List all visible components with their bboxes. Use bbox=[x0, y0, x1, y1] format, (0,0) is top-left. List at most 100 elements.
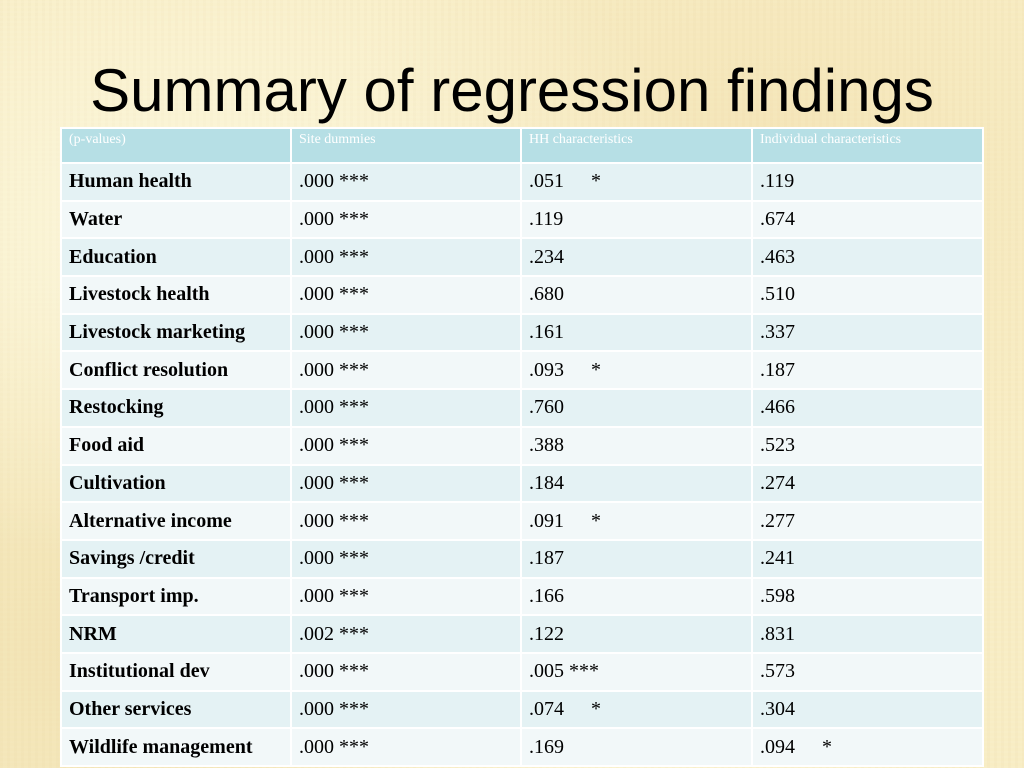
hh-characteristics-significance: * bbox=[591, 697, 601, 720]
individual-characteristics-value: .466 bbox=[760, 396, 795, 419]
individual-characteristics-cell: .304 bbox=[751, 689, 984, 730]
table-row: Cultivation .000 *** .184 .274 bbox=[60, 463, 984, 504]
individual-characteristics-cell: .573 bbox=[751, 651, 984, 692]
site-dummies-cell: .000 *** bbox=[290, 162, 522, 202]
hh-characteristics-significance: * bbox=[591, 170, 601, 193]
site-dummies-cell: .002 *** bbox=[290, 614, 522, 654]
individual-characteristics-cell: .119 bbox=[751, 162, 984, 202]
hh-characteristics-value: .051 bbox=[529, 170, 564, 193]
hh-characteristics-value: .005 *** bbox=[529, 660, 599, 683]
row-label: Alternative income bbox=[60, 501, 292, 541]
individual-characteristics-value: .241 bbox=[760, 547, 795, 570]
individual-characteristics-cell: .466 bbox=[751, 388, 984, 428]
hh-characteristics-value: .161 bbox=[529, 321, 564, 344]
individual-characteristics-cell: .187 bbox=[751, 350, 984, 391]
hh-characteristics-value: .187 bbox=[529, 547, 564, 570]
site-dummies-cell: .000 *** bbox=[290, 576, 522, 617]
row-label: Education bbox=[60, 237, 292, 278]
header-individual-characteristics: Individual characteristics bbox=[751, 127, 984, 164]
header-p-values: (p-values) bbox=[60, 127, 292, 164]
individual-characteristics-cell: .831 bbox=[751, 614, 984, 654]
individual-characteristics-value: .337 bbox=[760, 321, 795, 344]
row-label: Restocking bbox=[60, 388, 292, 428]
row-label: NRM bbox=[60, 614, 292, 654]
table-row: Education .000 *** .234 .463 bbox=[60, 237, 984, 278]
row-label: Cultivation bbox=[60, 463, 292, 504]
site-dummies-cell: .000 *** bbox=[290, 463, 522, 504]
hh-characteristics-value: .388 bbox=[529, 434, 564, 457]
hh-characteristics-cell: .005 *** bbox=[520, 651, 753, 692]
slide-title: Summary of regression findings bbox=[90, 57, 934, 124]
hh-characteristics-value: .680 bbox=[529, 283, 564, 306]
header-hh-characteristics: HH characteristics bbox=[520, 127, 753, 164]
individual-characteristics-cell: .274 bbox=[751, 463, 984, 504]
site-dummies-cell: .000 *** bbox=[290, 538, 522, 579]
hh-characteristics-cell: .680 bbox=[520, 275, 753, 315]
table-row: Water .000 *** .119 .674 bbox=[60, 199, 984, 240]
individual-characteristics-cell: .241 bbox=[751, 538, 984, 579]
row-label: Livestock health bbox=[60, 275, 292, 315]
individual-characteristics-value: .598 bbox=[760, 584, 795, 607]
row-label: Conflict resolution bbox=[60, 350, 292, 391]
site-dummies-cell: .000 *** bbox=[290, 388, 522, 428]
individual-characteristics-cell: .598 bbox=[751, 576, 984, 617]
individual-characteristics-cell: .463 bbox=[751, 237, 984, 278]
individual-characteristics-value: .274 bbox=[760, 471, 795, 494]
individual-characteristics-cell: .277 bbox=[751, 501, 984, 541]
table-row: Restocking .000 *** .760 .466 bbox=[60, 388, 984, 428]
site-dummies-cell: .000 *** bbox=[290, 727, 522, 767]
individual-characteristics-cell: .674 bbox=[751, 199, 984, 240]
table-row: Human health .000 *** .051 * .119 bbox=[60, 162, 984, 202]
hh-characteristics-cell: .074 * bbox=[520, 689, 753, 730]
individual-characteristics-cell: .523 bbox=[751, 425, 984, 466]
table-row: Institutional dev .000 *** .005 *** .573 bbox=[60, 651, 984, 692]
individual-characteristics-value: .573 bbox=[760, 660, 795, 683]
hh-characteristics-cell: .166 bbox=[520, 576, 753, 617]
table-row: Food aid .000 *** .388 .523 bbox=[60, 425, 984, 466]
individual-characteristics-value: .277 bbox=[760, 509, 795, 532]
row-label: Food aid bbox=[60, 425, 292, 466]
site-dummies-cell: .000 *** bbox=[290, 501, 522, 541]
hh-characteristics-cell: .187 bbox=[520, 538, 753, 579]
individual-characteristics-value: .304 bbox=[760, 697, 795, 720]
hh-characteristics-cell: .161 bbox=[520, 312, 753, 353]
hh-characteristics-cell: .091 * bbox=[520, 501, 753, 541]
hh-characteristics-cell: .760 bbox=[520, 388, 753, 428]
hh-characteristics-value: .074 bbox=[529, 697, 564, 720]
hh-characteristics-cell: .234 bbox=[520, 237, 753, 278]
individual-characteristics-value: .187 bbox=[760, 358, 795, 381]
table-row: NRM .002 *** .122 .831 bbox=[60, 614, 984, 654]
table-header: (p-values) Site dummies HH characteristi… bbox=[60, 127, 984, 164]
hh-characteristics-value: .091 bbox=[529, 509, 564, 532]
table-row: Livestock marketing .000 *** .161 .337 bbox=[60, 312, 984, 353]
table-body: Human health .000 *** .051 * .119 Water .000 *… bbox=[60, 162, 984, 767]
site-dummies-cell: .000 *** bbox=[290, 425, 522, 466]
row-label: Institutional dev bbox=[60, 651, 292, 692]
individual-characteristics-value: .094 bbox=[760, 735, 795, 758]
site-dummies-cell: .000 *** bbox=[290, 689, 522, 730]
row-label: Other services bbox=[60, 689, 292, 730]
hh-characteristics-value: .234 bbox=[529, 245, 564, 268]
table-row: Alternative income .000 *** .091 * .277 bbox=[60, 501, 984, 541]
site-dummies-cell: .000 *** bbox=[290, 237, 522, 278]
hh-characteristics-value: .166 bbox=[529, 584, 564, 607]
site-dummies-cell: .000 *** bbox=[290, 199, 522, 240]
row-label: Savings /credit bbox=[60, 538, 292, 579]
individual-characteristics-value: .510 bbox=[760, 283, 795, 306]
row-label: Livestock marketing bbox=[60, 312, 292, 353]
hh-characteristics-cell: .119 bbox=[520, 199, 753, 240]
site-dummies-cell: .000 *** bbox=[290, 350, 522, 391]
hh-characteristics-value: .169 bbox=[529, 735, 564, 758]
hh-characteristics-cell: .122 bbox=[520, 614, 753, 654]
individual-characteristics-cell: .337 bbox=[751, 312, 984, 353]
row-label: Wildlife management bbox=[60, 727, 292, 767]
header-site-dummies: Site dummies bbox=[290, 127, 522, 164]
individual-characteristics-value: .119 bbox=[760, 170, 795, 193]
individual-characteristics-value: .831 bbox=[760, 622, 795, 645]
hh-characteristics-cell: .184 bbox=[520, 463, 753, 504]
table-row: Conflict resolution .000 *** .093 * .187 bbox=[60, 350, 984, 391]
hh-characteristics-significance: * bbox=[591, 358, 601, 381]
hh-characteristics-value: .093 bbox=[529, 358, 564, 381]
individual-characteristics-value: .523 bbox=[760, 434, 795, 457]
hh-characteristics-value: .119 bbox=[529, 208, 564, 231]
